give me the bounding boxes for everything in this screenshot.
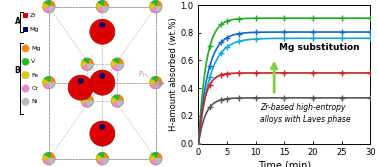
Wedge shape	[118, 59, 123, 64]
Wedge shape	[82, 101, 89, 107]
Wedge shape	[49, 1, 55, 7]
Wedge shape	[49, 7, 55, 12]
Text: Ni: Ni	[31, 99, 38, 104]
Wedge shape	[150, 3, 156, 10]
Wedge shape	[49, 159, 55, 164]
Circle shape	[22, 58, 29, 65]
Wedge shape	[151, 153, 158, 159]
Circle shape	[22, 71, 29, 79]
Wedge shape	[82, 95, 89, 101]
Wedge shape	[44, 159, 51, 165]
Circle shape	[100, 23, 105, 27]
Wedge shape	[44, 153, 51, 159]
Wedge shape	[150, 79, 156, 86]
FancyBboxPatch shape	[23, 13, 28, 18]
Wedge shape	[113, 101, 119, 107]
Wedge shape	[151, 159, 158, 165]
Wedge shape	[98, 1, 104, 7]
Wedge shape	[87, 59, 93, 64]
Wedge shape	[96, 155, 102, 162]
Wedge shape	[113, 64, 119, 70]
Circle shape	[100, 124, 105, 129]
Wedge shape	[151, 1, 158, 7]
Wedge shape	[151, 77, 158, 83]
Text: Cr: Cr	[31, 86, 39, 91]
Circle shape	[22, 98, 29, 106]
Y-axis label: H-amount absorbed (wt.%): H-amount absorbed (wt.%)	[169, 17, 178, 131]
Text: Mg: Mg	[31, 46, 41, 51]
Wedge shape	[82, 58, 89, 64]
Wedge shape	[44, 7, 51, 13]
Wedge shape	[118, 95, 123, 101]
Wedge shape	[150, 155, 156, 162]
Wedge shape	[43, 155, 49, 162]
Wedge shape	[102, 153, 108, 159]
Wedge shape	[102, 7, 108, 12]
Text: Zr-based high-entropy
alloys with Laves phase: Zr-based high-entropy alloys with Laves …	[260, 103, 351, 124]
Wedge shape	[151, 83, 158, 89]
Wedge shape	[118, 101, 123, 107]
Wedge shape	[156, 159, 162, 164]
Wedge shape	[156, 153, 162, 159]
Wedge shape	[81, 98, 87, 105]
Circle shape	[22, 85, 29, 92]
Circle shape	[90, 121, 115, 146]
Wedge shape	[151, 7, 158, 13]
Circle shape	[78, 78, 83, 83]
Wedge shape	[44, 1, 51, 7]
Wedge shape	[113, 58, 119, 64]
Wedge shape	[156, 83, 162, 88]
Wedge shape	[102, 1, 108, 7]
Circle shape	[90, 70, 115, 95]
Wedge shape	[44, 77, 51, 83]
Text: B: B	[15, 66, 20, 75]
Wedge shape	[96, 3, 102, 10]
Wedge shape	[98, 7, 104, 13]
Text: V: V	[31, 59, 36, 64]
Text: Fe: Fe	[31, 73, 39, 78]
Text: P$_{\rm H_2}$: P$_{\rm H_2}$	[138, 70, 150, 81]
Wedge shape	[118, 64, 123, 70]
Text: Zr: Zr	[30, 13, 37, 18]
Wedge shape	[87, 64, 93, 70]
Circle shape	[68, 75, 93, 100]
Circle shape	[22, 45, 29, 52]
Text: Mg substitution: Mg substitution	[279, 43, 360, 52]
X-axis label: Time (min): Time (min)	[258, 160, 311, 167]
Wedge shape	[156, 1, 162, 7]
Wedge shape	[44, 83, 51, 89]
Wedge shape	[43, 3, 49, 10]
Wedge shape	[98, 153, 104, 159]
Text: A: A	[15, 17, 20, 26]
Circle shape	[90, 19, 115, 44]
Wedge shape	[112, 98, 118, 105]
Wedge shape	[49, 153, 55, 159]
Text: Mg: Mg	[30, 27, 39, 32]
Wedge shape	[43, 79, 49, 86]
Wedge shape	[81, 61, 87, 68]
Wedge shape	[102, 159, 108, 164]
Wedge shape	[98, 159, 104, 165]
Wedge shape	[112, 61, 118, 68]
Wedge shape	[49, 83, 55, 88]
Wedge shape	[156, 7, 162, 12]
Wedge shape	[113, 95, 119, 101]
Wedge shape	[82, 64, 89, 70]
FancyBboxPatch shape	[23, 27, 28, 32]
Wedge shape	[87, 101, 93, 107]
Wedge shape	[87, 95, 93, 101]
Wedge shape	[156, 77, 162, 83]
Wedge shape	[49, 77, 55, 83]
Circle shape	[100, 73, 105, 78]
